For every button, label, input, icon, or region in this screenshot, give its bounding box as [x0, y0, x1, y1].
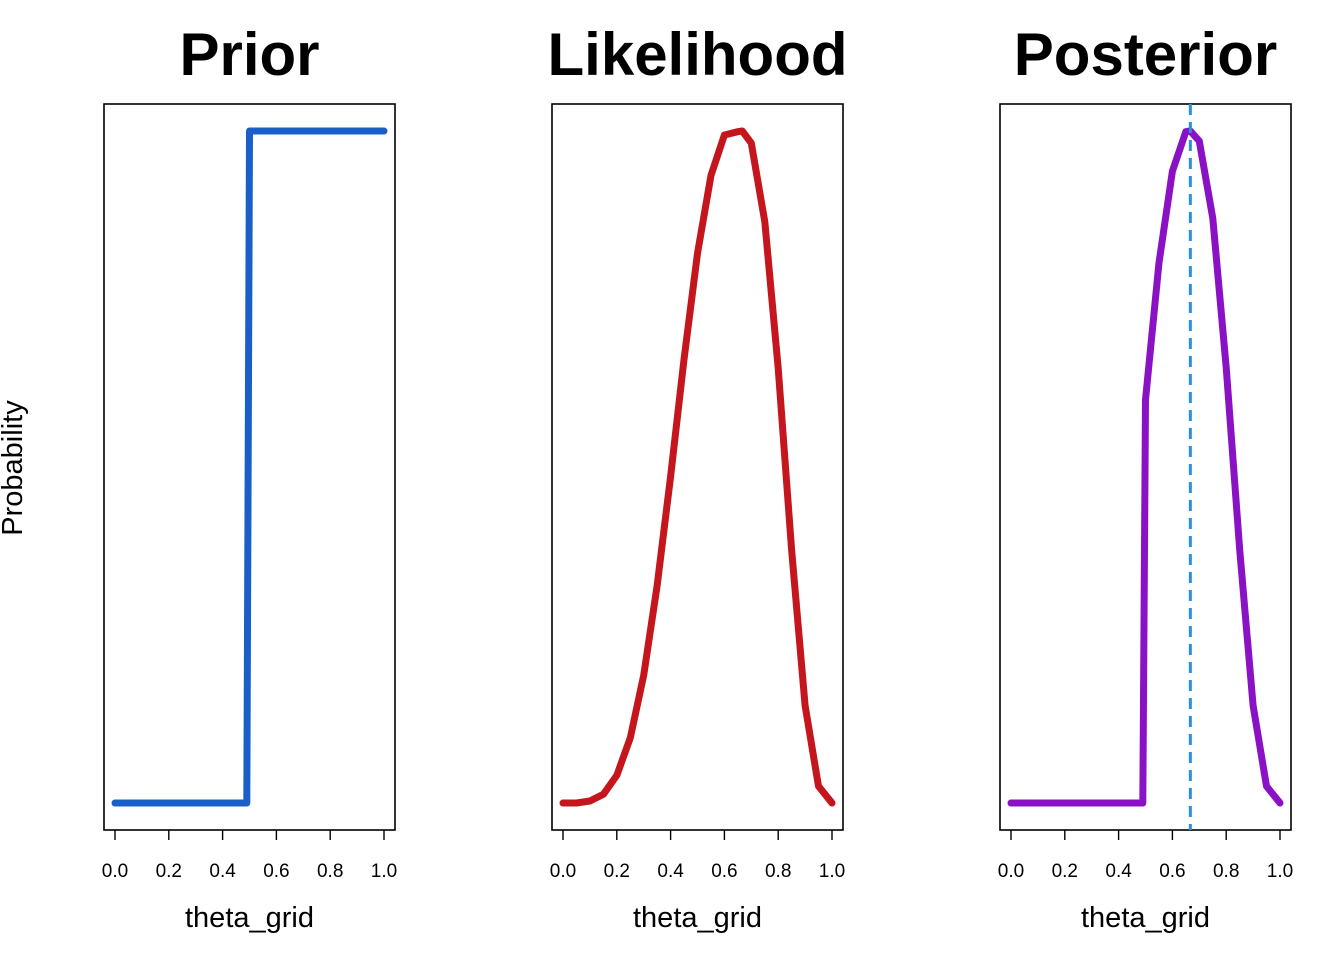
x-tick-label: 0.8 [1213, 861, 1239, 882]
y-axis-label: Probability [0, 400, 29, 536]
x-tick-label: 0.8 [317, 861, 343, 882]
x-tick-label: 0.0 [550, 861, 576, 882]
panel-title: Prior [179, 21, 319, 88]
series-line [559, 127, 836, 807]
x-tick-label: 0.4 [1105, 861, 1132, 882]
panel-title: Likelihood [548, 21, 848, 88]
series-line [1007, 127, 1284, 807]
x-tick-label: 0.0 [998, 861, 1024, 882]
x-tick-label: 0.6 [1159, 861, 1185, 882]
panel-likelihood: Likelihood 0.0 0.2 0.4 0.6 0.8 1.0 theta_grid [548, 21, 848, 934]
plot-frame [103, 103, 396, 831]
x-axis-label: theta_grid [633, 902, 762, 934]
panel-posterior: Posterior 0.0 0.2 0.4 0.6 0.8 1.0 theta_grid [998, 21, 1293, 934]
x-tick-label: 0.2 [604, 861, 630, 882]
plot-frame [551, 103, 844, 831]
x-axis-label: theta_grid [1081, 902, 1210, 934]
x-tick-label: 0.8 [765, 861, 791, 882]
x-tick-label: 1.0 [371, 861, 397, 882]
x-tick-label: 0.2 [156, 861, 182, 882]
x-tick-label: 0.4 [657, 861, 684, 882]
panel-prior: Prior 0.0 0.2 0.4 0.6 0.8 1.0 theta_grid [102, 21, 397, 934]
x-tick-label: 0.6 [711, 861, 737, 882]
series-line [111, 127, 388, 807]
plot-frame [999, 103, 1292, 831]
x-tick-label: 0.0 [102, 861, 128, 882]
panel-title: Posterior [1014, 21, 1277, 88]
x-tick-label: 0.2 [1052, 861, 1078, 882]
x-tick-label: 0.6 [263, 861, 289, 882]
x-tick-label: 1.0 [1267, 861, 1293, 882]
x-tick-label: 1.0 [819, 861, 845, 882]
x-tick-label: 0.4 [209, 861, 236, 882]
x-axis-label: theta_grid [185, 902, 314, 934]
